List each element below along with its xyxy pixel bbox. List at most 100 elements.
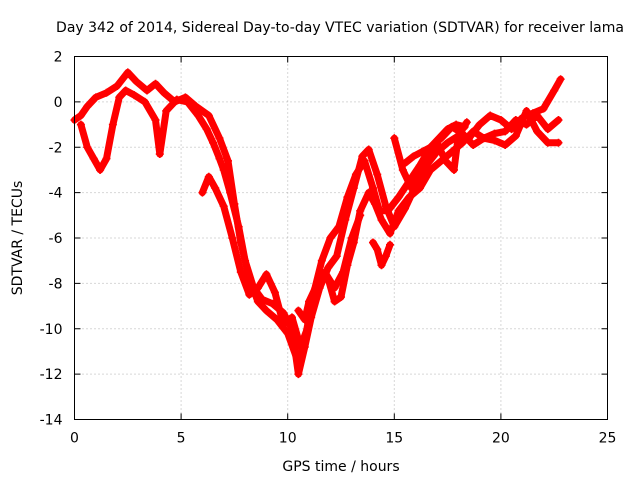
data-point-marker [426, 143, 435, 152]
data-point-marker [76, 111, 85, 120]
data-point-marker [454, 131, 463, 140]
data-point-marker [311, 283, 320, 292]
data-point-marker [102, 88, 111, 97]
data-point-marker [140, 97, 149, 106]
y-tick-label: -2 [49, 140, 63, 156]
plot-frame [74, 56, 608, 420]
data-point-marker [373, 245, 382, 254]
data-point-marker [386, 240, 395, 249]
data-point-marker [305, 320, 314, 329]
data-point-marker [452, 120, 461, 129]
data-point-marker [539, 104, 548, 113]
data-point-marker [409, 152, 418, 161]
x-tick-label: 15 [385, 431, 403, 447]
data-point-marker [172, 95, 181, 104]
data-point-marker [121, 86, 130, 95]
data-point-marker [236, 268, 245, 277]
data-point-marker [324, 263, 333, 272]
data-point-marker [501, 127, 510, 136]
x-tick-label: 0 [70, 431, 79, 447]
data-point-marker [343, 261, 352, 270]
data-point-marker [296, 342, 305, 351]
data-point-marker [511, 116, 520, 125]
data-point-marker [219, 202, 228, 211]
data-point-marker [204, 172, 213, 181]
data-point-marker [341, 215, 350, 224]
data-point-marker [415, 184, 424, 193]
data-point-marker [381, 202, 390, 211]
data-point-marker [241, 256, 250, 265]
data-point-marker [115, 93, 124, 102]
data-point-marker [394, 193, 403, 202]
data-point-marker [123, 68, 132, 77]
data-point-marker [486, 111, 495, 120]
chart-title: Day 342 of 2014, Sidereal Day-to-day VTE… [56, 20, 624, 36]
data-point-marker [358, 152, 367, 161]
data-point-marker [377, 215, 386, 224]
data-point-marker [441, 156, 450, 165]
data-point-marker [211, 184, 220, 193]
data-point-marker [381, 252, 390, 261]
x-tick-label: 20 [492, 431, 510, 447]
data-point-marker [108, 120, 117, 129]
data-point-marker [356, 206, 365, 215]
data-point-marker [215, 154, 224, 163]
data-point-marker [160, 88, 169, 97]
data-point-marker [490, 136, 499, 145]
data-point-marker [287, 313, 296, 322]
data-point-marker [543, 125, 552, 134]
y-tick-label: 2 [54, 50, 63, 66]
data-point-marker [426, 165, 435, 174]
y-tick-label: -8 [49, 276, 63, 292]
data-point-marker [245, 290, 254, 299]
data-point-marker [349, 184, 358, 193]
data-point-marker [371, 199, 380, 208]
data-point-marker [258, 295, 267, 304]
data-point-marker [219, 165, 228, 174]
data-point-marker [511, 131, 520, 140]
data-point-marker [386, 229, 395, 238]
data-point-marker [364, 145, 373, 154]
data-point-marker [83, 102, 92, 111]
data-point-marker [151, 116, 160, 125]
data-point-marker [435, 134, 444, 143]
data-point-marker [400, 159, 409, 168]
data-point-marker [475, 120, 484, 129]
data-point-marker [522, 120, 531, 129]
data-point-marker [449, 165, 458, 174]
data-point-marker [337, 292, 345, 301]
data-point-marker [424, 152, 433, 161]
data-point-marker [556, 75, 565, 84]
data-point-marker [224, 156, 233, 165]
y-tick-label: -10 [40, 322, 63, 338]
data-point-marker [142, 86, 151, 95]
data-point-marker [215, 134, 224, 143]
data-point-marker [300, 315, 309, 324]
data-point-marker [132, 77, 141, 86]
data-point-marker [130, 91, 139, 100]
y-tick-label: -14 [40, 413, 63, 429]
data-point-marker [204, 111, 213, 120]
data-point-marker [326, 234, 335, 242]
data-point-marker [305, 297, 314, 306]
data-point-marker [262, 306, 271, 315]
data-point-marker [279, 320, 288, 329]
data-point-marker [151, 79, 160, 88]
data-point-marker [407, 184, 416, 193]
data-point-marker [405, 193, 414, 202]
data-point-marker [443, 138, 452, 147]
x-axis-label: GPS time / hours [282, 459, 399, 475]
data-point-marker [96, 165, 105, 174]
data-point-marker [202, 125, 211, 134]
y-axis-label: SDTVAR / TECUs [10, 181, 26, 296]
data-point-marker [155, 150, 164, 159]
y-tick-label: -12 [40, 367, 63, 383]
data-point-marker [349, 238, 358, 247]
data-point-marker [113, 81, 122, 90]
data-point-marker [162, 106, 171, 115]
data-point-marker [418, 147, 427, 156]
data-point-marker [364, 188, 373, 197]
x-tick-label: 10 [279, 431, 297, 447]
